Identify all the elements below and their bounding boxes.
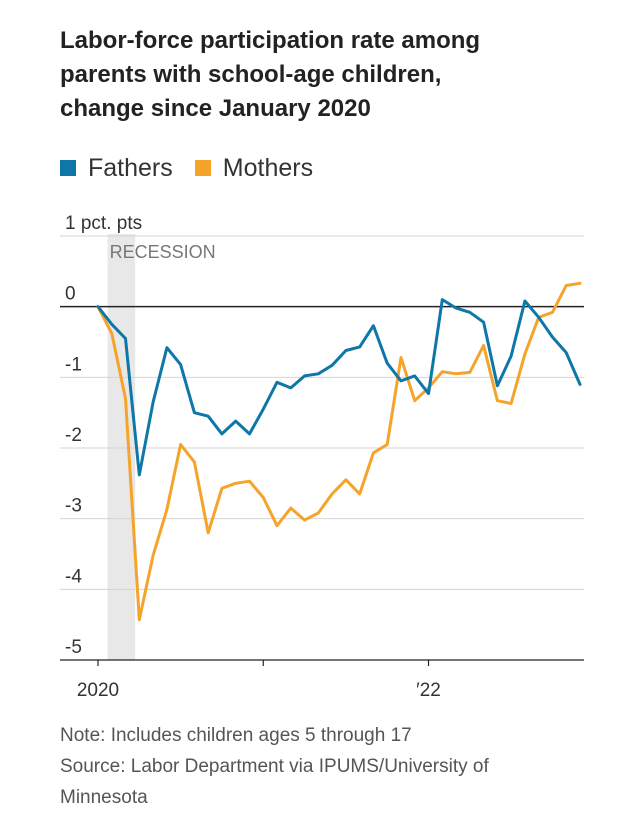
y-tick-label: -3	[65, 496, 82, 517]
note-text: Note: Includes children ages 5 through 1…	[60, 725, 412, 746]
legend-swatch-fathers	[60, 160, 76, 176]
y-tick-label: 1 pct. pts	[65, 213, 142, 234]
chart-title: Labor-force participation rate among par…	[60, 27, 481, 122]
y-tick-label: 0	[65, 284, 76, 305]
recession-shade	[107, 234, 136, 660]
y-tick-label: -2	[65, 425, 82, 446]
series-line-fathers	[96, 298, 582, 477]
legend-label-mothers: Mothers	[222, 153, 314, 182]
chart-notes: Note: Includes children ages 5 through 1…	[60, 720, 580, 813]
line-chart: RECESSION 1 pct. pts 0 -1 -2 -3 -4 -5 2020 ′22	[60, 213, 584, 701]
legend: Fathers Mothers	[60, 150, 313, 186]
legend-item-fathers: Fathers	[60, 154, 173, 183]
legend-item-mothers: Mothers	[194, 153, 314, 183]
y-tick-label: -1	[65, 354, 82, 375]
recession-label: RECESSION	[110, 242, 216, 262]
x-tick-label: 2020	[77, 680, 119, 701]
legend-label-fathers: Fathers	[88, 153, 173, 182]
y-tick-label: -4	[65, 566, 82, 587]
x-tick-label: ′22	[416, 680, 441, 701]
source-text: Source: Labor Department via IPUMS/Unive…	[60, 756, 489, 808]
legend-swatch-mothers	[194, 160, 211, 176]
y-tick-label: -5	[65, 637, 82, 658]
series-line-mothers	[96, 281, 582, 622]
